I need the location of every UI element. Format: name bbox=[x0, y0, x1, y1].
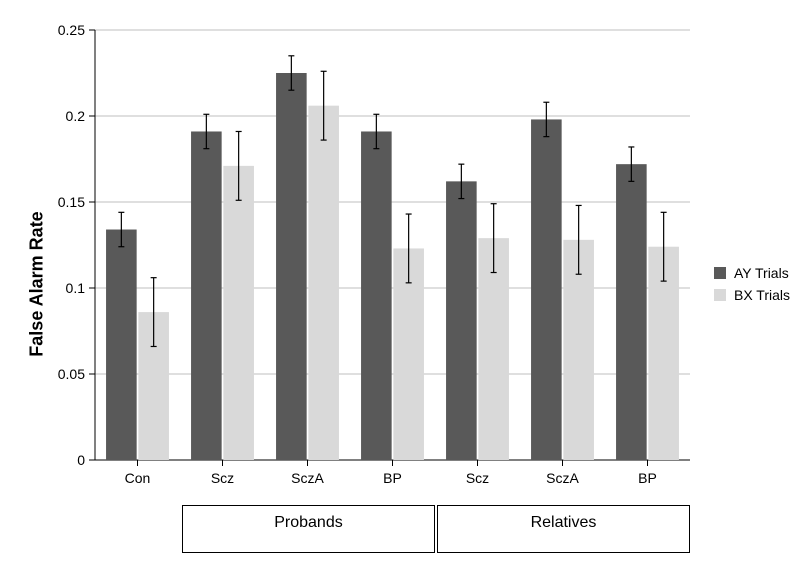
legend-swatch bbox=[714, 267, 726, 279]
legend-label: BX Trials bbox=[734, 287, 790, 303]
svg-text:0.05: 0.05 bbox=[58, 366, 85, 382]
y-axis-label: False Alarm Rate bbox=[27, 211, 48, 356]
legend: AY Trials BX Trials bbox=[714, 259, 790, 309]
x-tick-label: Con bbox=[125, 470, 151, 486]
legend-label: AY Trials bbox=[734, 265, 789, 281]
legend-item: AY Trials bbox=[714, 265, 790, 281]
x-tick-label: Scz bbox=[211, 470, 234, 486]
legend-swatch bbox=[714, 289, 726, 301]
x-tick-label: Scz bbox=[466, 470, 489, 486]
svg-text:0: 0 bbox=[77, 452, 85, 468]
svg-text:0.15: 0.15 bbox=[58, 194, 85, 210]
svg-text:0.1: 0.1 bbox=[66, 280, 86, 296]
x-tick-label: SczA bbox=[546, 470, 579, 486]
svg-text:0.2: 0.2 bbox=[66, 108, 86, 124]
svg-text:0.25: 0.25 bbox=[58, 22, 85, 38]
chart-container: False Alarm Rate 0 0.05 0.1 0.15 0.2 0.25 AY … bbox=[0, 0, 800, 567]
x-tick-label: SczA bbox=[291, 470, 324, 486]
group-box: Probands bbox=[182, 505, 436, 553]
x-tick-label: BP bbox=[638, 470, 657, 486]
legend-item: BX Trials bbox=[714, 287, 790, 303]
x-tick-label: BP bbox=[383, 470, 402, 486]
group-box: Relatives bbox=[437, 505, 691, 553]
